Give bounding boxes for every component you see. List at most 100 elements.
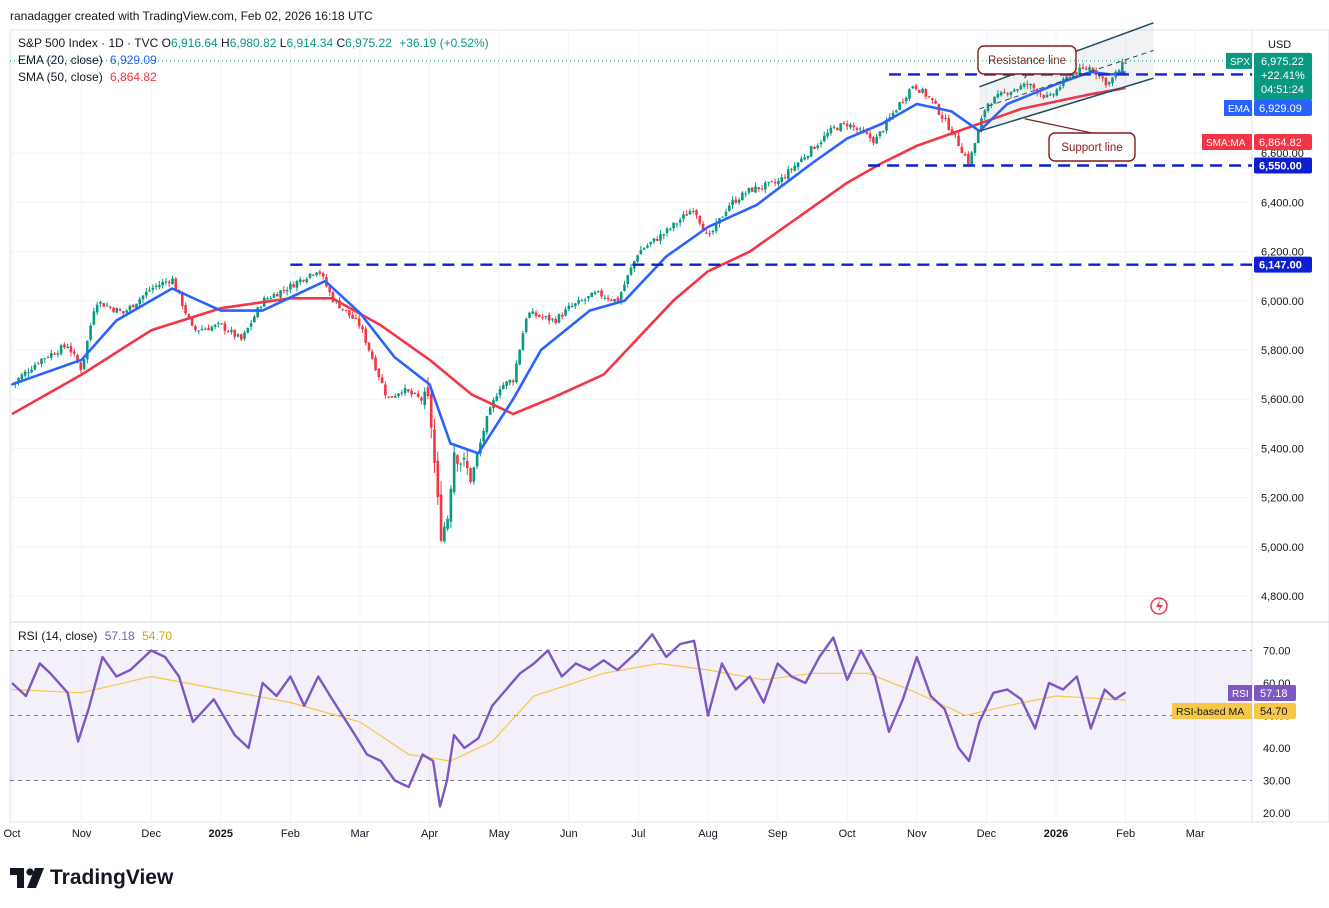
candle-body: [298, 279, 302, 283]
candle-body: [338, 300, 341, 309]
candle-body: [836, 128, 839, 131]
candle-body: [921, 88, 924, 93]
candle-body: [118, 309, 122, 311]
candle-body: [501, 384, 505, 389]
candle-body: [285, 290, 289, 292]
candle-body: [138, 299, 142, 305]
sma-value: 6,864.82: [110, 70, 157, 84]
sma-price-tag: [1254, 134, 1312, 150]
candle-body: [800, 158, 803, 163]
candle-body: [839, 123, 842, 132]
candle-body: [1117, 70, 1121, 72]
candle-body: [793, 165, 797, 171]
candle-body: [279, 290, 282, 298]
candle-body: [27, 372, 30, 374]
candle-body: [112, 307, 115, 312]
candle-body: [747, 187, 751, 193]
candle-body: [541, 317, 544, 319]
candle-body: [99, 301, 102, 304]
candle-body: [662, 234, 666, 236]
candle-body: [842, 122, 846, 124]
candle-body: [433, 429, 436, 463]
candle-body: [813, 147, 816, 149]
candle-body: [475, 454, 479, 467]
candle-body: [305, 278, 309, 282]
price-tick-label: 6,200.00: [1261, 247, 1304, 259]
candle-body: [1045, 94, 1049, 98]
candle-body: [33, 364, 37, 370]
candle-body: [672, 222, 675, 229]
ema-name-label: EMA: [1228, 104, 1250, 115]
candle-body: [328, 286, 332, 293]
candle-body: [390, 396, 394, 398]
time-tick-label: Feb: [1116, 828, 1135, 840]
candle-body: [803, 157, 806, 160]
candle-body: [898, 102, 901, 110]
candle-body: [993, 96, 996, 104]
level-price-label: 6,550.00: [1259, 161, 1302, 173]
candle-body: [727, 205, 731, 211]
ohlc-value-h: 6,980.82: [229, 36, 277, 50]
candle-body: [875, 136, 878, 144]
candle-body: [524, 318, 528, 333]
candle-body: [1088, 67, 1091, 71]
ohlc-key-o: O: [161, 36, 171, 50]
candle-body: [639, 249, 643, 255]
time-tick-label: 2026: [1044, 828, 1068, 840]
candle-body: [613, 298, 616, 302]
candle-body: [498, 389, 502, 396]
candle-body: [82, 359, 86, 369]
time-tick-label: Nov: [72, 828, 92, 840]
candle-body: [603, 297, 607, 299]
price-tick-label: 5,800.00: [1261, 345, 1304, 357]
candle-body: [695, 210, 698, 216]
time-tick-label: May: [489, 828, 510, 840]
candle-body: [125, 310, 128, 313]
candle-body: [754, 186, 757, 193]
time-tick-label: Nov: [907, 828, 927, 840]
rsi-tick-label: 20.00: [1263, 808, 1291, 820]
candle-body: [233, 329, 237, 337]
candle-body: [86, 340, 89, 360]
candle-body: [321, 273, 325, 277]
candle-body: [403, 388, 407, 394]
time-tick-label: Mar: [351, 828, 370, 840]
candle-body: [872, 137, 875, 143]
candle-body: [967, 154, 970, 165]
candle-body: [1029, 83, 1032, 86]
ema-label: EMA (20, close): [18, 53, 103, 67]
candle-body: [646, 245, 649, 248]
candle-body: [452, 452, 456, 493]
sma-label: SMA (50, close): [18, 70, 103, 84]
price-tick-label: 6,000.00: [1261, 296, 1304, 308]
candle-body: [901, 102, 905, 104]
level-price-label: 6,147.00: [1259, 260, 1302, 272]
candle-body: [610, 299, 613, 301]
level-price-tag: [1254, 157, 1312, 174]
candle-body: [472, 467, 476, 482]
candle-body: [1012, 89, 1016, 92]
price-legend: S&P 500 Index · 1D · TVC O6,916.64 H6,98…: [18, 36, 489, 50]
alert-icon-ring: [1150, 597, 1168, 615]
candle-body: [999, 92, 1003, 96]
candle-body: [551, 318, 554, 320]
candle-body: [312, 274, 315, 276]
candle-body: [642, 248, 646, 250]
candle-body: [256, 307, 259, 318]
candle-body: [829, 127, 833, 134]
candle-body: [678, 219, 682, 223]
price-tick-label: 6,400.00: [1261, 197, 1304, 209]
candle-body: [393, 395, 397, 398]
candle-body: [108, 306, 112, 308]
candle-body: [436, 460, 440, 498]
candle-body: [783, 177, 787, 179]
rsi-ma-line: [11, 662, 1126, 762]
candle-body: [377, 368, 381, 378]
candle-body: [361, 326, 364, 330]
candle-body: [655, 238, 659, 241]
candle-body: [590, 292, 594, 298]
candle-body: [881, 131, 885, 133]
candle-body: [505, 381, 508, 386]
candle-body: [413, 393, 417, 395]
candle-body: [1068, 76, 1072, 78]
